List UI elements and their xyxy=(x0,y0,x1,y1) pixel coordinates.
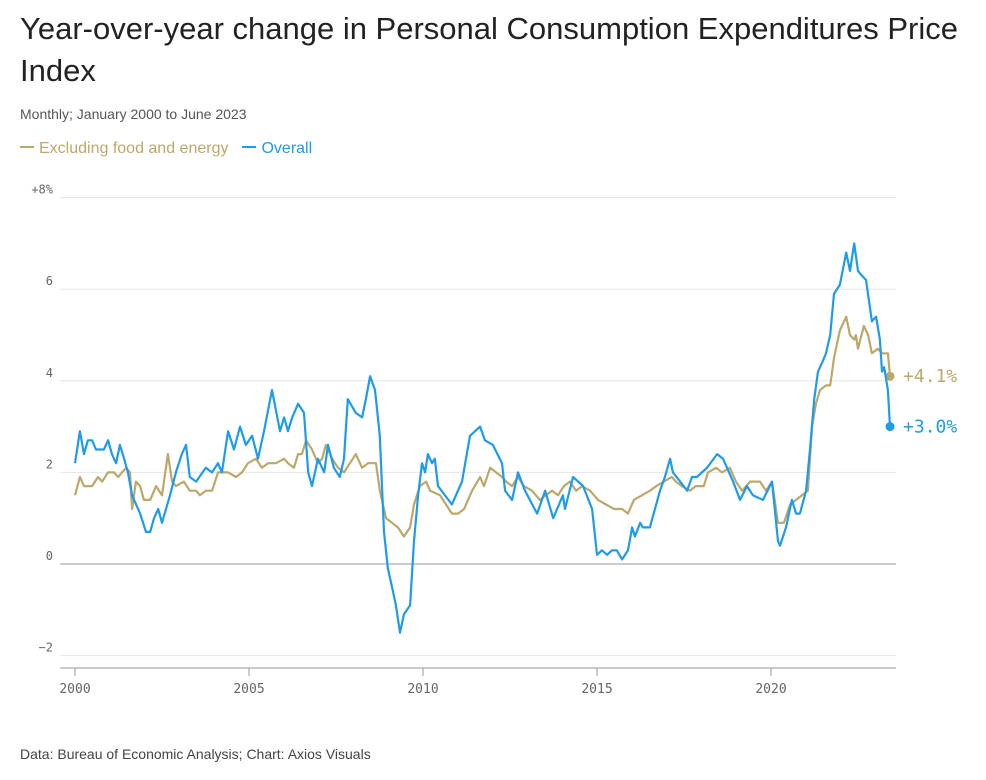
end-label-core: +4.1% xyxy=(903,366,957,387)
y-tick-label: 0 xyxy=(46,549,53,563)
x-tick-label: 2010 xyxy=(407,682,438,697)
y-tick-label: +8% xyxy=(31,183,53,197)
chart-title: Year-over-year change in Personal Consum… xyxy=(20,11,958,88)
end-label-overall: +3.0% xyxy=(903,417,957,438)
x-tick-label: 2000 xyxy=(59,682,90,697)
end-point-overall xyxy=(885,422,895,432)
legend-item-core: Excluding food and energy xyxy=(20,140,228,158)
x-tick-label: 2015 xyxy=(581,682,612,697)
x-tick-label: 2020 xyxy=(755,682,786,697)
legend-swatch-core xyxy=(20,145,34,148)
legend: Excluding food and energy Overall xyxy=(20,140,312,158)
legend-label-overall: Overall xyxy=(261,140,313,157)
legend-swatch-overall xyxy=(242,145,257,148)
source-footer: Data: Bureau of Economic Analysis; Chart… xyxy=(20,746,371,762)
y-tick-label: 2 xyxy=(46,457,53,471)
y-tick-label: −2 xyxy=(39,641,53,655)
series-line-core xyxy=(73,315,892,538)
legend-item-overall: Overall xyxy=(242,140,312,158)
legend-label-core: Excluding food and energy xyxy=(39,140,229,157)
chart-subtitle: Monthly; January 2000 to June 2023 xyxy=(20,106,247,122)
x-tick-label: 2005 xyxy=(233,682,264,697)
end-point-core xyxy=(885,371,895,381)
series-line-overall xyxy=(73,242,892,634)
y-tick-label: 4 xyxy=(46,366,53,380)
y-tick-label: 6 xyxy=(46,274,53,288)
